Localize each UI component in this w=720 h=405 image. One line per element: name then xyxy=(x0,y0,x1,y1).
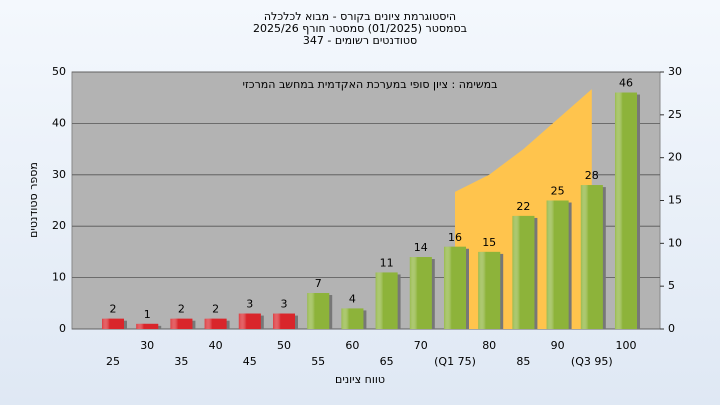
x-tick-label: 40 xyxy=(209,339,223,352)
data-label: 22 xyxy=(516,200,530,213)
bar-shine xyxy=(615,92,637,329)
y2-tick-label: 25 xyxy=(668,108,682,121)
bar-shine xyxy=(273,313,295,329)
data-label: 11 xyxy=(380,256,394,269)
bar-shine xyxy=(307,293,330,329)
x-tick-label: 100 xyxy=(616,339,637,352)
y-tick-label: 50 xyxy=(52,65,66,78)
data-label: 2 xyxy=(110,303,117,316)
bar-shine xyxy=(102,318,124,329)
y-axis-label: מספר סטודנטים xyxy=(27,162,40,238)
data-label: 3 xyxy=(246,298,253,311)
y2-tick-label: 15 xyxy=(668,194,682,207)
data-label: 14 xyxy=(414,241,428,254)
x-tick-label: 25 xyxy=(106,355,120,368)
data-label: 28 xyxy=(585,169,599,182)
data-label: 2 xyxy=(212,303,219,316)
bar-shine xyxy=(204,318,227,329)
y2-tick-label: 10 xyxy=(668,236,682,249)
data-label: 7 xyxy=(315,277,322,290)
data-label: 25 xyxy=(551,185,565,198)
y-tick-label: 40 xyxy=(52,116,66,129)
bar-shine xyxy=(444,246,466,329)
y2-tick-label: 5 xyxy=(668,279,675,292)
x-tick-label: (Q3 95) xyxy=(571,355,613,368)
x-tick-label: 35 xyxy=(174,355,188,368)
x-tick-label: 45 xyxy=(243,355,257,368)
x-tick-label: 80 xyxy=(482,339,496,352)
data-label: 15 xyxy=(482,236,496,249)
x-tick-label: (Q1 75) xyxy=(434,355,476,368)
y2-tick-label: 20 xyxy=(668,151,682,164)
y-tick-label: 0 xyxy=(59,322,66,335)
data-label: 2 xyxy=(178,303,185,316)
bar-shine xyxy=(546,200,569,329)
annotation: במשימה : ציון סופי במערכת האקדמית במחשב … xyxy=(243,78,498,91)
bar-shine xyxy=(580,185,603,329)
x-tick-label: 65 xyxy=(380,355,394,368)
y2-tick-label: 0 xyxy=(668,322,675,335)
data-label: 16 xyxy=(448,231,462,244)
x-axis-label: טווח ציונים xyxy=(335,373,385,386)
bar-shine xyxy=(341,308,364,329)
bar-shine xyxy=(512,215,535,329)
x-tick-label: 60 xyxy=(345,339,359,352)
data-label: 46 xyxy=(619,77,633,90)
data-label: 3 xyxy=(281,298,288,311)
x-tick-label: 50 xyxy=(277,339,291,352)
y-tick-label: 30 xyxy=(52,168,66,181)
y-tick-label: 10 xyxy=(52,271,66,284)
x-tick-label: 55 xyxy=(311,355,325,368)
data-label: 1 xyxy=(144,308,151,321)
bar-shine xyxy=(409,257,432,329)
bar-shine xyxy=(238,313,261,329)
bar-shine xyxy=(136,323,159,329)
x-tick-label: 85 xyxy=(516,355,530,368)
bar-shine xyxy=(375,272,398,329)
x-tick-label: 30 xyxy=(140,339,154,352)
bar-shine xyxy=(170,318,193,329)
chart-subtitle: בסמסטר (01/2025) סמסטר חורף 2025/26 xyxy=(253,22,467,35)
x-tick-label: 90 xyxy=(551,339,565,352)
y2-tick-label: 30 xyxy=(668,65,682,78)
x-tick-label: 70 xyxy=(414,339,428,352)
chart-subtitle: סטודנטים רשומים - 347 xyxy=(303,34,417,47)
bar-shine xyxy=(478,251,501,329)
data-label: 4 xyxy=(349,292,356,305)
chart-title: היסטוגרמת ציונים בקורס - מבוא לכלכלה xyxy=(264,10,456,23)
y-tick-label: 20 xyxy=(52,219,66,232)
